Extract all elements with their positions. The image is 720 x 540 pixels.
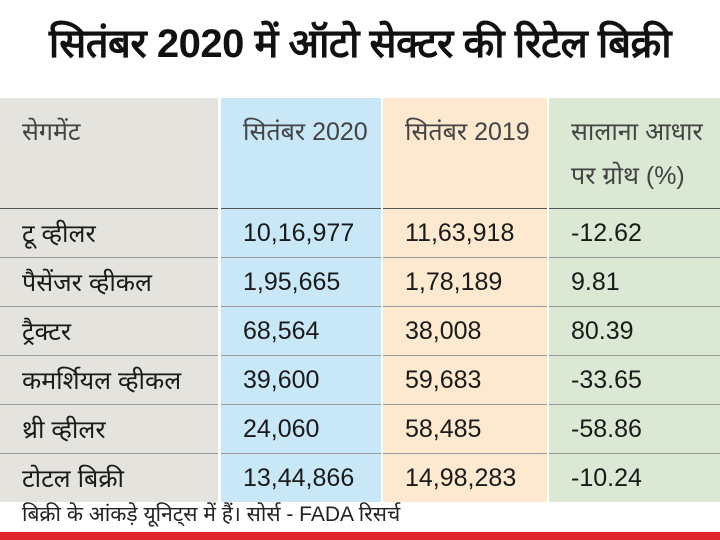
table-cell: -10.24 xyxy=(548,453,720,502)
table-cell: -58.86 xyxy=(548,404,720,454)
table-cell: 39,600 xyxy=(219,355,383,405)
table-cell: 14,98,283 xyxy=(382,453,549,502)
table-cell: 13,44,866 xyxy=(219,453,383,502)
table-cell: 59,683 xyxy=(382,355,549,405)
table-cell: 68,564 xyxy=(219,306,383,356)
chart-title: सितंबर 2020 में ऑटो सेक्टर की रिटेल बिक्… xyxy=(48,22,672,66)
table-row: पैसेंजर व्हीकल 1,95,665 1,78,189 9.81 xyxy=(0,257,720,307)
table-cell: 9.81 xyxy=(548,257,720,307)
table-row: थ्री व्हीलर 24,060 58,485 -58.86 xyxy=(0,404,720,454)
table-row: टू व्हीलर 10,16,977 11,63,918 -12.62 xyxy=(0,208,720,258)
table-cell: 1,78,189 xyxy=(382,257,549,307)
header-growth: सालाना आधार पर ग्रोथ (%) xyxy=(548,98,720,209)
accent-bar xyxy=(0,532,720,540)
table-cell: 24,060 xyxy=(219,404,383,454)
header-sep-2019: सितंबर 2019 xyxy=(382,98,549,209)
table-row: टोटल बिक्री 13,44,866 14,98,283 -10.24 xyxy=(0,453,720,502)
table-cell: ट्रैक्टर xyxy=(0,306,221,356)
data-table: सेगमेंट सितंबर 2020 सितंबर 2019 सालाना आ… xyxy=(0,98,720,502)
table-cell: कमर्शियल व्हीकल xyxy=(0,355,221,405)
table-cell: पैसेंजर व्हीकल xyxy=(0,257,221,307)
table-cell: टू व्हीलर xyxy=(0,208,221,258)
table-cell: 80.39 xyxy=(548,306,720,356)
table-cell: 10,16,977 xyxy=(219,208,383,258)
table-row: कमर्शियल व्हीकल 39,600 59,683 -33.65 xyxy=(0,355,720,405)
header-sep-2020: सितंबर 2020 xyxy=(219,98,383,209)
table-row: ट्रैक्टर 68,564 38,008 80.39 xyxy=(0,306,720,356)
footnote: बिक्री के आंकड़े यूनिट्स में हैं। सोर्स … xyxy=(22,503,401,526)
table-cell: 38,008 xyxy=(382,306,549,356)
table-cell: -33.65 xyxy=(548,355,720,405)
table-cell: टोटल बिक्री xyxy=(0,453,221,502)
table-cell: 11,63,918 xyxy=(382,208,549,258)
table-cell: 1,95,665 xyxy=(219,257,383,307)
table-cell: थ्री व्हीलर xyxy=(0,404,221,454)
table-header: सेगमेंट सितंबर 2020 सितंबर 2019 सालाना आ… xyxy=(0,98,720,209)
header-segment: सेगमेंट xyxy=(0,98,221,209)
table-cell: -12.62 xyxy=(548,208,720,258)
table-cell: 58,485 xyxy=(382,404,549,454)
